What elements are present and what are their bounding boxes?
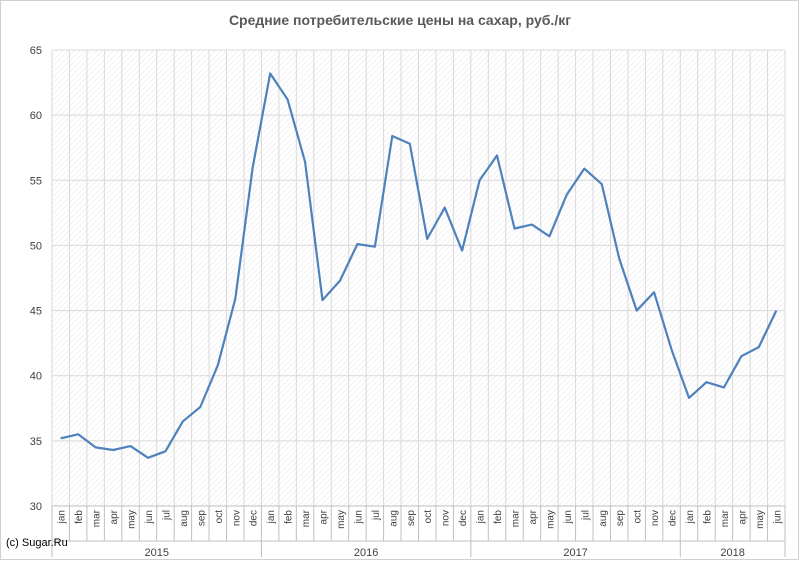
month-label: may	[755, 510, 766, 529]
month-label: aug	[388, 510, 399, 527]
month-label: apr	[528, 509, 539, 524]
month-label: apr	[737, 509, 748, 524]
month-label: nov	[441, 510, 452, 526]
month-label: sep	[196, 510, 207, 527]
year-label: 2015	[144, 547, 168, 559]
y-tick-label: 60	[30, 110, 42, 122]
month-label: jul	[371, 510, 382, 521]
price-series-line	[60, 72, 778, 459]
month-label: feb	[74, 510, 85, 524]
month-label: sep	[406, 510, 417, 527]
month-label: mar	[92, 509, 103, 527]
month-label: feb	[702, 510, 713, 524]
y-tick-label: 35	[30, 436, 42, 448]
month-label: may	[336, 510, 347, 529]
copyright-text: (c) Sugar.Ru	[6, 537, 68, 549]
y-tick-label: 30	[30, 501, 42, 513]
month-label: jun	[144, 510, 155, 524]
month-label: apr	[319, 509, 330, 524]
y-tick-label: 55	[30, 175, 42, 187]
y-tick-label: 65	[30, 45, 42, 57]
month-label: may	[545, 510, 556, 529]
month-label: jan	[266, 510, 277, 524]
month-label: dec	[668, 510, 679, 526]
month-label: jan	[685, 510, 696, 524]
month-label: jul	[161, 510, 172, 521]
month-label: jul	[580, 510, 591, 521]
chart-title: Средние потребительские цены на сахар, р…	[228, 12, 572, 28]
month-label: jan	[476, 510, 487, 524]
year-label: 2017	[563, 547, 587, 559]
month-label: dec	[458, 510, 469, 526]
month-label: mar	[301, 509, 312, 527]
y-tick-label: 40	[30, 371, 42, 383]
y-tick-label: 45	[30, 306, 42, 318]
month-label: nov	[650, 510, 661, 526]
month-label: aug	[598, 510, 609, 527]
month-label: nov	[231, 510, 242, 526]
month-label: mar	[720, 509, 731, 527]
month-label: dec	[249, 510, 260, 526]
month-label: jan	[57, 510, 68, 524]
year-label: 2018	[720, 547, 744, 559]
month-label: feb	[284, 510, 295, 524]
month-label: mar	[510, 509, 521, 527]
month-label: may	[127, 510, 138, 529]
month-label: oct	[214, 510, 225, 524]
y-tick-label: 50	[30, 240, 42, 252]
month-label: apr	[109, 509, 120, 524]
month-label: sep	[615, 510, 626, 527]
month-label: feb	[493, 510, 504, 524]
month-label: oct	[423, 510, 434, 524]
year-label: 2016	[354, 547, 378, 559]
month-label: aug	[179, 510, 190, 527]
month-label: jun	[353, 510, 364, 524]
month-label: oct	[633, 510, 644, 524]
month-label: jun	[563, 510, 574, 524]
month-label: jun	[772, 510, 783, 524]
